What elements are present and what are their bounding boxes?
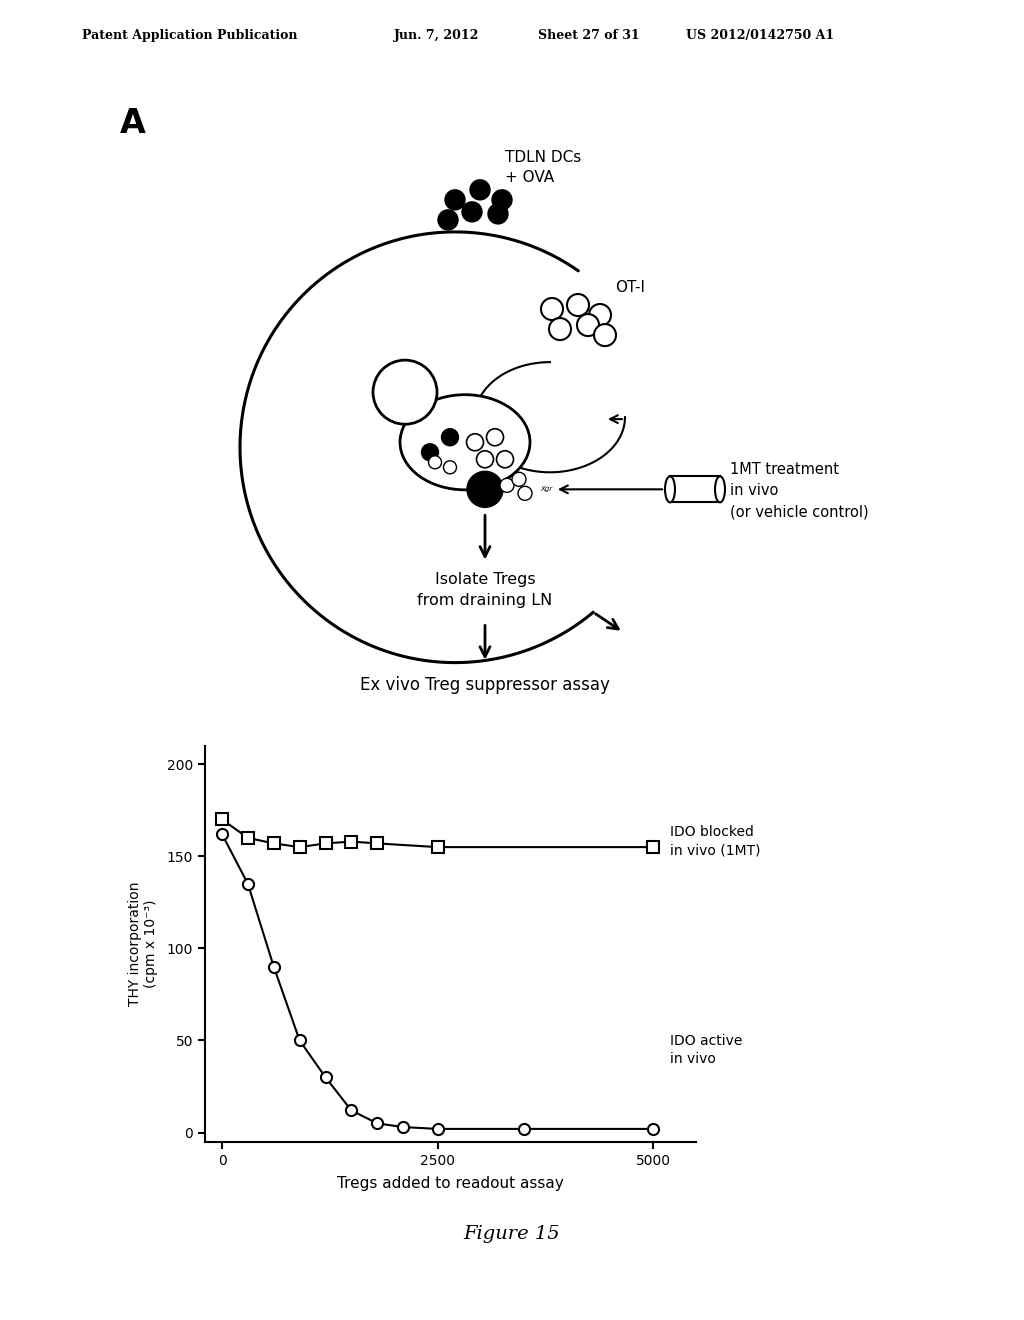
Circle shape — [467, 471, 503, 507]
Circle shape — [438, 210, 458, 230]
Text: A: A — [120, 107, 145, 140]
Circle shape — [441, 429, 459, 446]
Text: Ex vivo Treg suppressor assay: Ex vivo Treg suppressor assay — [360, 676, 610, 693]
Circle shape — [497, 450, 513, 467]
Circle shape — [422, 444, 438, 461]
Circle shape — [373, 360, 437, 424]
Circle shape — [500, 478, 514, 492]
Text: Jun. 7, 2012: Jun. 7, 2012 — [394, 29, 479, 42]
Text: IDO blocked
in vivo (1MT): IDO blocked in vivo (1MT) — [671, 825, 761, 858]
Circle shape — [428, 455, 441, 469]
Text: US 2012/0142750 A1: US 2012/0142750 A1 — [686, 29, 835, 42]
Ellipse shape — [665, 477, 675, 503]
Text: OT-I: OT-I — [615, 280, 645, 294]
Circle shape — [445, 190, 465, 210]
Circle shape — [470, 180, 490, 199]
Y-axis label: THY incorporation
(cpm x 10⁻³): THY incorporation (cpm x 10⁻³) — [128, 882, 159, 1006]
Text: TDLN DCs
+ OVA: TDLN DCs + OVA — [505, 150, 582, 185]
Text: Figure 15: Figure 15 — [464, 1225, 560, 1243]
Circle shape — [567, 294, 589, 315]
Circle shape — [594, 325, 616, 346]
Text: Isolate Tregs
from draining LN: Isolate Tregs from draining LN — [418, 573, 553, 609]
Circle shape — [476, 450, 494, 467]
Circle shape — [492, 190, 512, 210]
Circle shape — [486, 429, 504, 446]
Bar — [670, 477, 720, 503]
Text: 1MT treatment
in vivo
(or vehicle control): 1MT treatment in vivo (or vehicle contro… — [730, 462, 868, 519]
Circle shape — [549, 318, 571, 341]
Ellipse shape — [715, 477, 725, 503]
Circle shape — [512, 473, 526, 486]
Ellipse shape — [400, 395, 530, 490]
Circle shape — [462, 202, 482, 222]
Text: Patent Application Publication: Patent Application Publication — [82, 29, 297, 42]
Circle shape — [443, 461, 457, 474]
Text: Xgr: Xgr — [540, 486, 552, 492]
X-axis label: Tregs added to readout assay: Tregs added to readout assay — [337, 1176, 564, 1191]
Text: Sheet 27 of 31: Sheet 27 of 31 — [538, 29, 639, 42]
Circle shape — [518, 486, 532, 500]
Circle shape — [488, 203, 508, 224]
Circle shape — [541, 298, 563, 319]
Circle shape — [577, 314, 599, 337]
Circle shape — [589, 304, 611, 326]
Circle shape — [467, 434, 483, 450]
Text: IDO active
in vivo: IDO active in vivo — [671, 1034, 742, 1067]
